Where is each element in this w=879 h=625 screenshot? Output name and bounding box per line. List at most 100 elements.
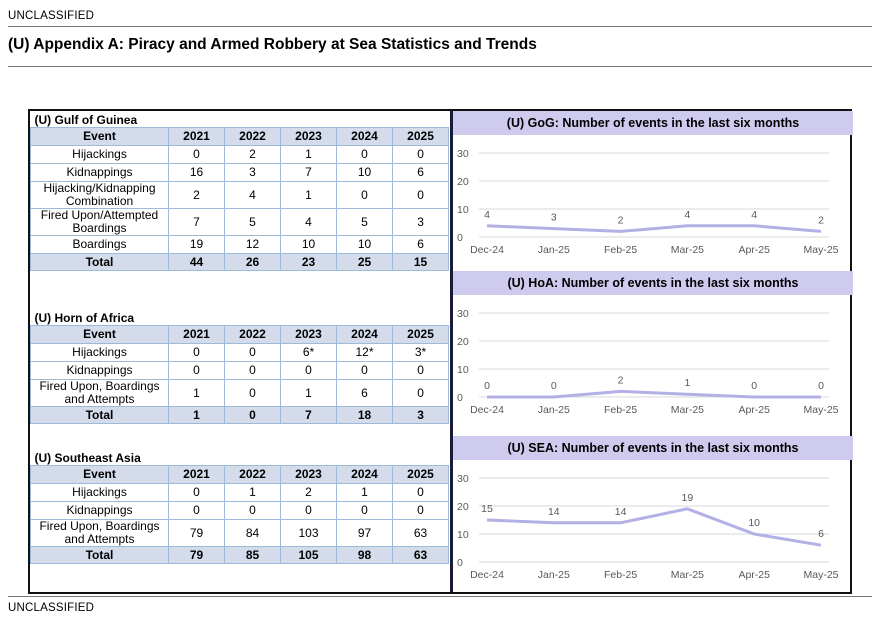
stats-table-2: (U) Southeast Asia Event 2021 2022 2023 2024 2… bbox=[30, 451, 449, 564]
table-cell: 0 bbox=[391, 145, 450, 164]
x-tick-label: Feb-25 bbox=[604, 569, 637, 581]
table-cell: 12* bbox=[336, 343, 393, 362]
total-cell: 63 bbox=[392, 546, 449, 564]
table-cell: 63 bbox=[392, 519, 449, 547]
table-cell: 0 bbox=[168, 483, 225, 502]
x-tick-label: Jan-25 bbox=[538, 569, 570, 581]
statistics-tables: (U) Gulf of Guinea Event 2021 2022 2023 2024 2… bbox=[30, 111, 450, 592]
table-cell: 1 bbox=[224, 483, 281, 502]
column-header: 2024 bbox=[336, 127, 393, 146]
row-label: Fired Upon, Boardings and Attempts bbox=[30, 379, 169, 407]
table-cell: 0 bbox=[224, 343, 281, 362]
column-header: 2021 bbox=[168, 127, 225, 146]
table-section-title: (U) Horn of Africa bbox=[30, 311, 449, 326]
data-label: 3 bbox=[551, 212, 557, 224]
y-tick-label: 10 bbox=[457, 204, 469, 216]
total-cell: 98 bbox=[336, 546, 393, 564]
table-cell: 4 bbox=[280, 208, 337, 236]
column-header: 2024 bbox=[336, 465, 393, 484]
total-cell: 25 bbox=[336, 253, 393, 271]
table-cell: 5 bbox=[336, 208, 393, 236]
y-tick-label: 10 bbox=[457, 529, 469, 541]
data-label: 0 bbox=[818, 380, 824, 392]
total-row: Total 44 26 23 25 15 bbox=[30, 253, 450, 271]
table-section-title: (U) Gulf of Guinea bbox=[30, 113, 449, 128]
table-cell: 0 bbox=[392, 483, 449, 502]
y-tick-label: 30 bbox=[457, 148, 469, 160]
total-label: Total bbox=[30, 253, 169, 271]
line-chart: 0 10 20 30 15 14 14 19 10 6 Dec-24 Jan-25 Feb-25 Mar-… bbox=[457, 473, 839, 581]
stats-table-1: (U) Horn of Africa Event 2021 2022 2023 2024 2… bbox=[30, 311, 450, 424]
table-cell: 7 bbox=[280, 163, 337, 182]
table-cell: 103 bbox=[280, 519, 337, 547]
data-label: 10 bbox=[748, 517, 760, 529]
series-line bbox=[486, 507, 822, 547]
column-header: 2023 bbox=[280, 325, 337, 344]
x-tick-label: Feb-25 bbox=[604, 244, 637, 256]
data-label: 4 bbox=[751, 209, 757, 221]
table-cell: 6 bbox=[391, 163, 450, 182]
x-tick-label: May-25 bbox=[803, 404, 838, 416]
trend-chart-0: 0 10 20 30 4 3 2 4 4 2 Dec-24 Jan-25 Feb-25 Mar-25 Apr… bbox=[453, 111, 853, 267]
table-cell: 6* bbox=[280, 343, 337, 362]
page-title: (U) Appendix A: Piracy and Armed Robbery… bbox=[8, 36, 537, 53]
table-cell: 0 bbox=[224, 379, 281, 407]
y-tick-label: 0 bbox=[457, 232, 463, 244]
table-cell: 12 bbox=[224, 235, 281, 254]
footer-rule bbox=[8, 596, 872, 597]
data-label: 14 bbox=[548, 506, 560, 518]
y-tick-label: 20 bbox=[457, 176, 469, 188]
column-header: 2024 bbox=[336, 325, 393, 344]
total-row: Total 1 0 7 18 3 bbox=[30, 406, 450, 424]
total-cell: 79 bbox=[168, 546, 225, 564]
table-cell: 0 bbox=[336, 361, 393, 380]
x-tick-label: Jan-25 bbox=[538, 244, 570, 256]
data-label: 4 bbox=[484, 209, 490, 221]
column-header: 2025 bbox=[392, 465, 449, 484]
total-cell: 105 bbox=[280, 546, 337, 564]
total-cell: 15 bbox=[391, 253, 450, 271]
row-label: Hijackings bbox=[30, 145, 169, 164]
data-label: 2 bbox=[818, 214, 824, 226]
table-cell: 97 bbox=[336, 519, 393, 547]
table-cell: 0 bbox=[391, 361, 450, 380]
column-header: Event bbox=[30, 127, 169, 146]
data-label: 0 bbox=[551, 380, 557, 392]
table-cell: 1 bbox=[280, 145, 337, 164]
total-cell: 1 bbox=[168, 406, 225, 424]
table-section-title: (U) Southeast Asia bbox=[30, 451, 449, 466]
total-row: Total 79 85 105 98 63 bbox=[30, 546, 449, 564]
table-cell: 16 bbox=[168, 163, 225, 182]
column-header: 2023 bbox=[280, 465, 337, 484]
trend-charts: 0 10 20 30 4 3 2 4 4 2 Dec-24 Jan-25 Feb-25 Mar-25 Apr… bbox=[450, 111, 853, 592]
x-tick-label: Mar-25 bbox=[671, 244, 704, 256]
table-cell: 2 bbox=[280, 483, 337, 502]
table-row: Hijackings 0 0 6* 12* 3* bbox=[30, 343, 450, 362]
table-cell: 3* bbox=[391, 343, 450, 362]
y-tick-label: 10 bbox=[457, 364, 469, 376]
x-tick-label: Feb-25 bbox=[604, 404, 637, 416]
table-row: Fired Upon/Attempted Boardings 7 5 4 5 3 bbox=[30, 208, 450, 236]
row-label: Hijackings bbox=[30, 343, 169, 362]
column-header: 2022 bbox=[224, 325, 281, 344]
total-cell: 3 bbox=[391, 406, 450, 424]
table-cell: 7 bbox=[168, 208, 225, 236]
table-cell: 0 bbox=[168, 145, 225, 164]
y-tick-label: 0 bbox=[457, 557, 463, 569]
statistics-panel: (U) Gulf of Guinea Event 2021 2022 2023 2024 2… bbox=[28, 109, 853, 594]
table-cell: 1 bbox=[336, 483, 393, 502]
table-cell: 0 bbox=[391, 181, 450, 209]
row-label: Hijackings bbox=[30, 483, 169, 502]
series-line bbox=[487, 389, 821, 399]
total-label: Total bbox=[30, 546, 169, 564]
table-row: Fired Upon, Boardings and Attempts 79 84 10… bbox=[30, 519, 449, 547]
table-cell: 79 bbox=[168, 519, 225, 547]
classification-banner-top: UNCLASSIFIED bbox=[8, 10, 95, 22]
x-tick-label: Dec-24 bbox=[470, 569, 504, 581]
table-cell: 2 bbox=[168, 181, 225, 209]
data-label: 2 bbox=[618, 374, 624, 386]
table-row: Kidnappings 16 3 7 10 6 bbox=[30, 163, 450, 182]
series-line bbox=[486, 224, 822, 233]
column-header: 2021 bbox=[168, 325, 225, 344]
table-cell: 0 bbox=[280, 501, 337, 520]
